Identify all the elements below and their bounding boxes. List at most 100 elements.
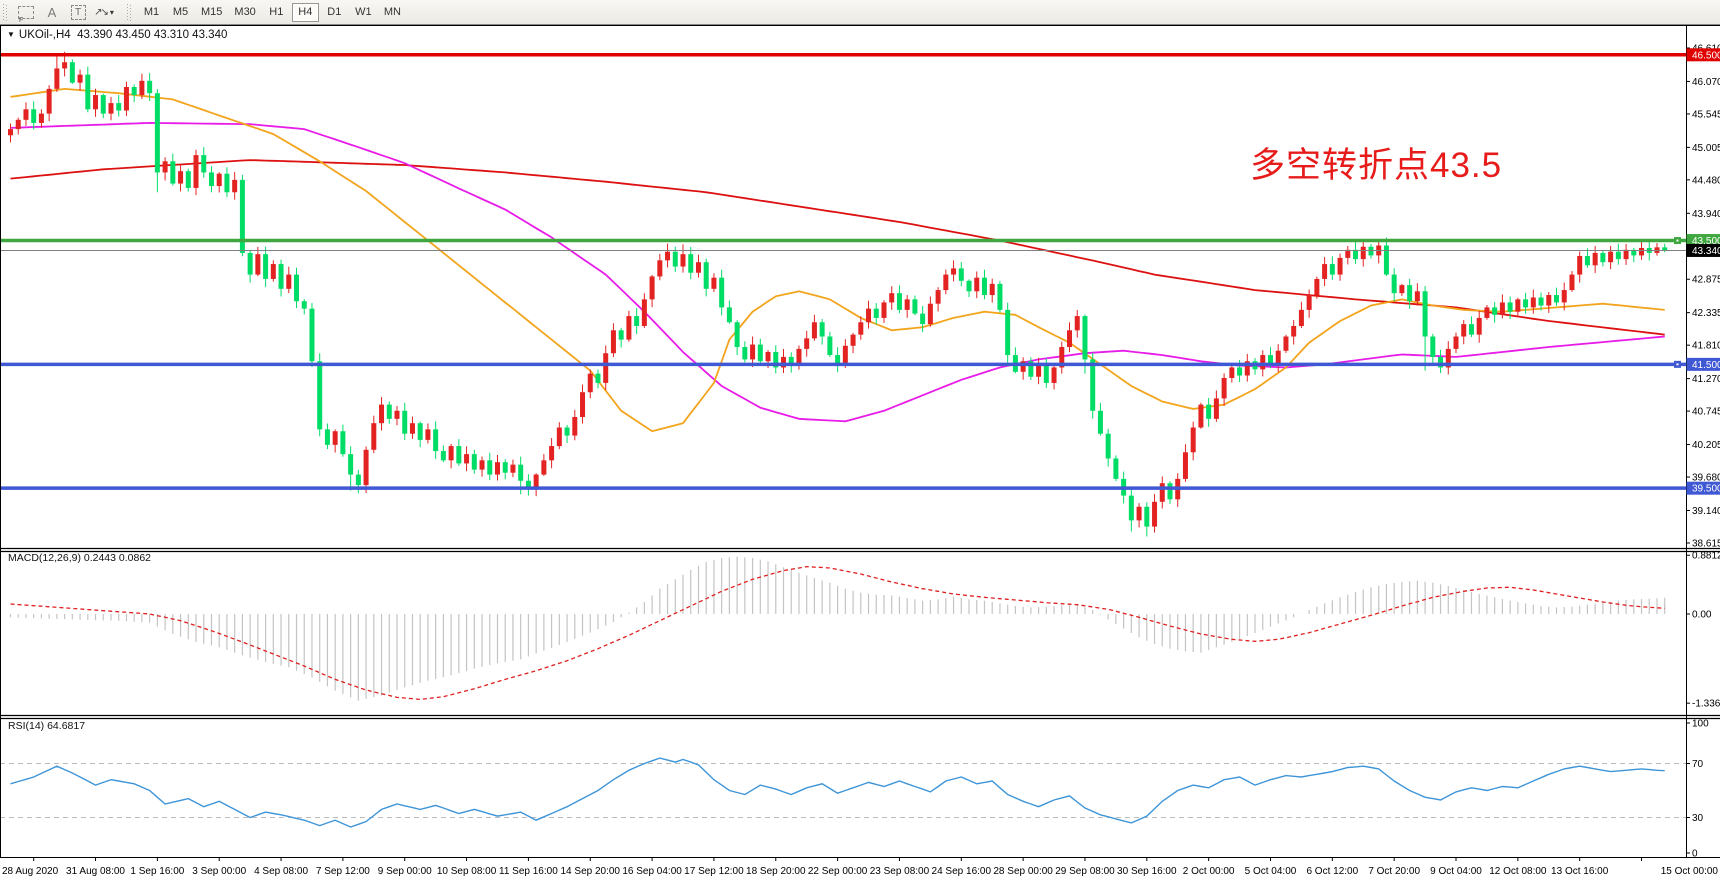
price-label-41.500 <box>1686 357 1720 371</box>
candlestick-series <box>8 51 1668 537</box>
timeframe-button-M5[interactable]: M5 <box>167 3 194 22</box>
rsi-line <box>10 757 1665 828</box>
svg-text:5 Oct 04:00: 5 Oct 04:00 <box>1245 866 1297 877</box>
svg-text:45.545: 45.545 <box>1692 109 1720 120</box>
svg-text:100: 100 <box>1692 719 1709 730</box>
svg-text:16 Sep 04:00: 16 Sep 04:00 <box>622 866 682 877</box>
svg-text:6 Oct 12:00: 6 Oct 12:00 <box>1306 866 1358 877</box>
timeframe-button-H4[interactable]: H4 <box>291 2 319 22</box>
svg-text:41.270: 41.270 <box>1692 374 1720 385</box>
svg-text:43.500: 43.500 <box>1692 236 1720 247</box>
text-icon: A <box>47 4 57 20</box>
svg-text:0.8812: 0.8812 <box>1692 551 1720 562</box>
svg-text:42.335: 42.335 <box>1692 308 1720 319</box>
chevron-down-icon[interactable]: ▾ <box>109 7 114 17</box>
fibonacci-icon: F <box>18 5 34 24</box>
svg-text:10 Sep 08:00: 10 Sep 08:00 <box>437 866 497 877</box>
svg-text:39.500: 39.500 <box>1692 484 1720 495</box>
timeframe-button-M30[interactable]: M30 <box>229 3 260 22</box>
svg-text:30 Sep 16:00: 30 Sep 16:00 <box>1117 866 1177 877</box>
timeframe-button-group: M1 M5 M15 M30 H1 H4 D1 W1 MN <box>137 0 407 25</box>
svg-text:2 Oct 00:00: 2 Oct 00:00 <box>1183 866 1235 877</box>
chart-annotation-text: 多空转折点43.5 <box>1250 146 1503 185</box>
svg-text:1 Sep 16:00: 1 Sep 16:00 <box>130 866 184 877</box>
svg-text:18 Sep 20:00: 18 Sep 20:00 <box>746 866 806 877</box>
svg-text:28 Aug 2020: 28 Aug 2020 <box>2 866 59 877</box>
time-axis: 28 Aug 2020 31 Aug 08:00 1 Sep 16:00 3 Sep … <box>2 857 1718 877</box>
svg-text:-1.3368: -1.3368 <box>1692 699 1720 710</box>
svg-text:40.205: 40.205 <box>1692 440 1720 451</box>
svg-text:43.940: 43.940 <box>1692 209 1720 220</box>
text-label-tool-button[interactable]: T <box>65 2 91 22</box>
svg-text:24 Sep 16:00: 24 Sep 16:00 <box>932 866 992 877</box>
ohlc-values: 43.390 43.450 43.310 43.340 <box>70 29 228 41</box>
svg-text:4 Sep 08:00: 4 Sep 08:00 <box>254 866 308 877</box>
svg-text:7 Sep 12:00: 7 Sep 12:00 <box>316 866 370 877</box>
svg-text:40.745: 40.745 <box>1692 407 1720 418</box>
price-label-43.500 <box>1686 234 1720 248</box>
timeframe-button-D1[interactable]: D1 <box>321 3 348 22</box>
main-price-panel[interactable] <box>8 51 1668 537</box>
timeframe-button-W1[interactable]: W1 <box>350 3 377 22</box>
toolbar-drag-handle[interactable] <box>3 3 7 21</box>
svg-text:46.500: 46.500 <box>1692 50 1720 61</box>
price-label-43.340 <box>1686 243 1720 257</box>
svg-text:12 Oct 08:00: 12 Oct 08:00 <box>1489 866 1547 877</box>
arrows-tool-button[interactable]: ↗↘ ▾ <box>91 2 117 22</box>
svg-text:29 Sep 08:00: 29 Sep 08:00 <box>1055 866 1115 877</box>
price-label-39.500 <box>1686 481 1720 495</box>
timeframe-button-M15[interactable]: M15 <box>196 3 227 22</box>
rsi-panel[interactable] <box>0 757 1686 828</box>
svg-text:31 Aug 08:00: 31 Aug 08:00 <box>66 866 125 877</box>
svg-text:39.680: 39.680 <box>1692 473 1720 484</box>
price-axis: 46.61046.07045.54545.00544.48043.94042.8… <box>1686 44 1720 860</box>
svg-text:43.340: 43.340 <box>1692 246 1720 257</box>
svg-text:3 Sep 00:00: 3 Sep 00:00 <box>192 866 246 877</box>
macd-indicator-label: MACD(12,26,9) 0.2443 0.0862 <box>8 552 152 564</box>
svg-text:30: 30 <box>1692 813 1704 824</box>
svg-text:41.810: 41.810 <box>1692 341 1720 352</box>
svg-text:11 Sep 16:00: 11 Sep 16:00 <box>499 866 558 877</box>
svg-text:23 Sep 08:00: 23 Sep 08:00 <box>870 866 930 877</box>
svg-text:44.480: 44.480 <box>1692 175 1720 186</box>
svg-text:38.615: 38.615 <box>1692 538 1720 549</box>
svg-text:22 Sep 00:00: 22 Sep 00:00 <box>808 866 868 877</box>
svg-text:28 Sep 00:00: 28 Sep 00:00 <box>993 866 1053 877</box>
svg-text:0: 0 <box>1692 849 1698 860</box>
arrows-icon: ↗↘ <box>94 6 109 18</box>
ma-fast-orange <box>10 87 1665 433</box>
toolbar: F A T ↗↘ ▾ M1 M5 M15 M30 H1 H4 D1 W1 MN <box>0 0 1720 25</box>
svg-text:7 Oct 20:00: 7 Oct 20:00 <box>1368 866 1420 877</box>
svg-text:9 Sep 00:00: 9 Sep 00:00 <box>378 866 432 877</box>
svg-text:13 Oct 16:00: 13 Oct 16:00 <box>1551 866 1609 877</box>
svg-text:45.005: 45.005 <box>1692 143 1720 154</box>
timeframe-button-MN[interactable]: MN <box>379 3 406 22</box>
svg-text:0.00: 0.00 <box>1692 610 1712 621</box>
rsi-indicator-label: RSI(14) 64.6817 <box>8 720 86 732</box>
svg-text:17 Sep 12:00: 17 Sep 12:00 <box>684 866 744 877</box>
fibonacci-tool-button[interactable]: F <box>13 2 39 24</box>
price-label-46.500 <box>1686 48 1720 62</box>
svg-text:14 Sep 20:00: 14 Sep 20:00 <box>561 866 621 877</box>
svg-text:15 Oct 00:00: 15 Oct 00:00 <box>1661 866 1719 877</box>
timeframe-button-H1[interactable]: H1 <box>263 3 290 22</box>
svg-text:39.140: 39.140 <box>1692 506 1720 517</box>
svg-text:9 Oct 04:00: 9 Oct 04:00 <box>1430 866 1482 877</box>
ma-mid-magenta <box>10 121 1665 423</box>
macd-panel[interactable] <box>9 556 1666 701</box>
text-label-icon: T <box>70 4 86 20</box>
chart-dropdown-icon[interactable]: ▼ <box>7 30 15 39</box>
timeframe-toolbar-drag-handle[interactable] <box>127 3 131 21</box>
timeframe-button-M1[interactable]: M1 <box>138 3 165 22</box>
chart-symbol-title[interactable]: ▼ UKOil-,H4 43.390 43.450 43.310 43.340 <box>7 29 227 41</box>
svg-text:42.875: 42.875 <box>1692 275 1720 286</box>
svg-text:46.070: 46.070 <box>1692 77 1720 88</box>
text-tool-button[interactable]: A <box>39 2 65 22</box>
svg-text:41.500: 41.500 <box>1692 360 1720 371</box>
macd-signal-line <box>10 565 1665 701</box>
svg-text:70: 70 <box>1692 759 1704 770</box>
symbol-name: UKOil-,H4 <box>18 29 71 41</box>
